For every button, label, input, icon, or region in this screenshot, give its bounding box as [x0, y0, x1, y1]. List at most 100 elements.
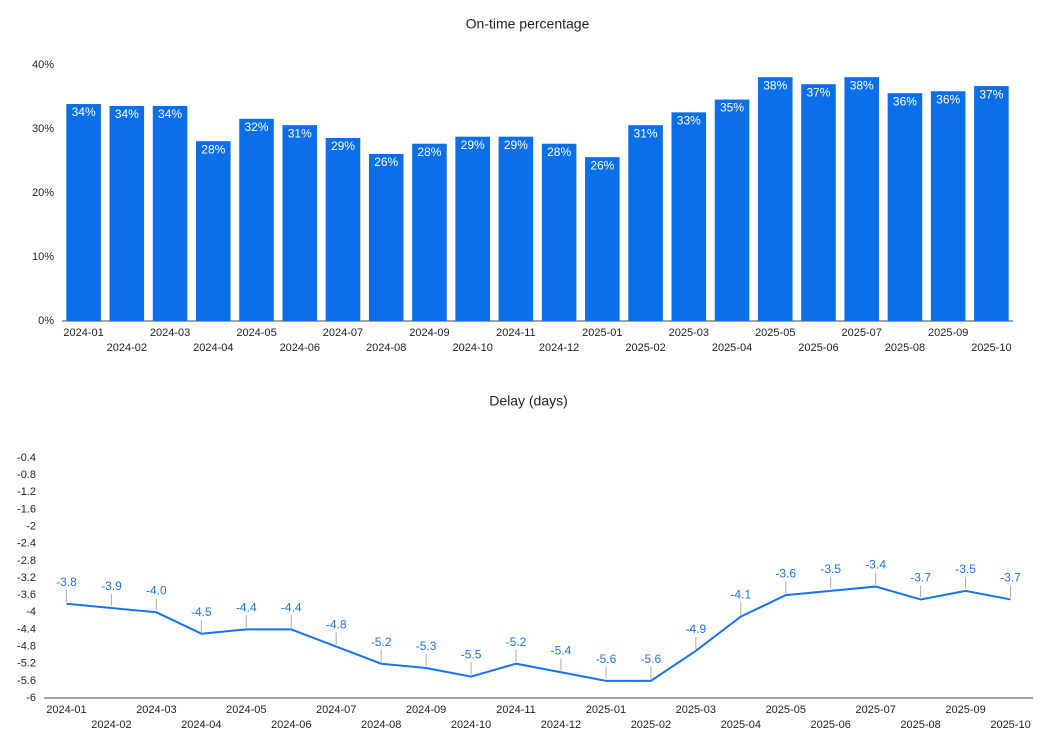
value-label: 34%: [115, 107, 139, 121]
x-tick-label: 2025-03: [676, 704, 716, 716]
value-label: -5.5: [461, 648, 482, 662]
bar: [628, 125, 663, 321]
x-tick-label: 2024-08: [361, 719, 401, 731]
value-label: -4.4: [281, 601, 302, 615]
bar: [152, 105, 188, 322]
x-tick-label: 2025-01: [586, 704, 626, 716]
value-label: 31%: [288, 126, 312, 140]
x-tick-label: 2024-03: [150, 327, 190, 339]
x-tick-label: 2025-07: [855, 704, 895, 716]
x-tick-label: 2025-08: [885, 342, 925, 354]
value-label: 29%: [331, 139, 355, 153]
bar: [498, 136, 534, 321]
bar: [368, 153, 404, 321]
bar: [930, 91, 966, 322]
x-tick-label: 2024-05: [236, 327, 276, 339]
value-label: 38%: [763, 78, 787, 92]
y-tick-label: -4.8: [17, 640, 36, 652]
x-tick-label: 2024-08: [366, 342, 406, 354]
x-tick-label: 2024-07: [316, 704, 356, 716]
value-label: -5.3: [416, 639, 437, 653]
value-label: 34%: [158, 107, 182, 121]
value-label: 38%: [850, 78, 874, 92]
x-tick-label: 2024-03: [136, 704, 176, 716]
value-label: -4.5: [191, 605, 212, 619]
x-tick-label: 2024-12: [539, 342, 579, 354]
value-label: -3.4: [865, 558, 886, 572]
x-tick-label: 2025-05: [755, 327, 795, 339]
x-tick-label: 2024-05: [226, 704, 266, 716]
value-label: 28%: [547, 145, 571, 159]
y-tick-label: -5.2: [17, 658, 36, 670]
value-label: -5.2: [506, 635, 527, 649]
value-label: -5.6: [641, 652, 662, 666]
chart-title: On-time percentage: [466, 16, 590, 32]
value-label: 31%: [634, 126, 658, 140]
value-label: 36%: [893, 94, 917, 108]
value-label: -4.9: [685, 622, 706, 636]
y-tick-label: 20%: [32, 187, 54, 199]
value-label: 36%: [936, 92, 960, 106]
x-tick-label: 2024-07: [323, 327, 363, 339]
value-label: 28%: [201, 142, 225, 156]
value-label: 35%: [720, 101, 744, 115]
value-label: 32%: [245, 120, 269, 134]
value-label: 33%: [677, 114, 701, 128]
x-tick-label: 2024-06: [280, 342, 320, 354]
y-tick-label: 30%: [32, 123, 54, 135]
bar: [844, 77, 879, 321]
bar: [282, 125, 318, 321]
value-label: -4.4: [236, 601, 257, 615]
value-label: 37%: [979, 87, 1003, 101]
x-tick-label: 2024-01: [46, 704, 86, 716]
value-label: -3.9: [101, 579, 122, 593]
x-tick-label: 2024-12: [541, 719, 581, 731]
bar: [585, 157, 620, 321]
y-tick-label: 10%: [32, 251, 54, 263]
x-tick-label: 2025-06: [798, 342, 838, 354]
value-label: -3.6: [775, 566, 796, 580]
x-tick-label: 2024-10: [451, 719, 491, 731]
bar: [239, 118, 274, 321]
value-label: -4.8: [326, 618, 347, 632]
x-tick-label: 2025-01: [582, 327, 622, 339]
x-tick-label: 2024-10: [452, 342, 492, 354]
value-label: 34%: [72, 105, 96, 119]
x-tick-label: 2024-09: [406, 704, 446, 716]
bar: [887, 93, 923, 321]
bar: [671, 112, 707, 321]
y-tick-label: -4.4: [17, 623, 36, 635]
y-tick-label: -5.6: [17, 675, 36, 687]
value-label: 29%: [504, 138, 528, 152]
y-tick-label: -0.8: [17, 469, 36, 481]
value-label: 37%: [806, 85, 830, 99]
y-tick-label: -6: [26, 692, 36, 704]
x-tick-label: 2025-04: [712, 342, 752, 354]
x-tick-label: 2024-04: [193, 342, 233, 354]
value-label: -5.6: [596, 652, 617, 666]
x-tick-label: 2025-04: [721, 719, 761, 731]
x-tick-label: 2025-09: [945, 704, 985, 716]
bar: [541, 143, 577, 321]
x-tick-label: 2024-09: [409, 327, 449, 339]
x-tick-label: 2024-01: [63, 327, 103, 339]
value-label: -3.5: [955, 562, 976, 576]
x-tick-label: 2025-02: [625, 342, 665, 354]
x-tick-label: 2024-02: [107, 342, 147, 354]
x-tick-label: 2024-04: [181, 719, 221, 731]
y-tick-label: -3.2: [17, 572, 36, 584]
y-tick-label: -2.4: [17, 538, 36, 550]
x-tick-label: 2025-05: [766, 704, 806, 716]
bar: [714, 99, 750, 321]
value-label: 26%: [374, 155, 398, 169]
bar: [66, 104, 101, 321]
value-label: 29%: [461, 138, 485, 152]
x-tick-label: 2025-07: [842, 327, 882, 339]
value-label: -5.4: [551, 643, 572, 657]
x-tick-label: 2025-02: [631, 719, 671, 731]
bar: [757, 77, 793, 321]
x-tick-label: 2025-10: [971, 342, 1011, 354]
value-label: -3.7: [910, 571, 931, 585]
value-label: -5.2: [371, 635, 392, 649]
